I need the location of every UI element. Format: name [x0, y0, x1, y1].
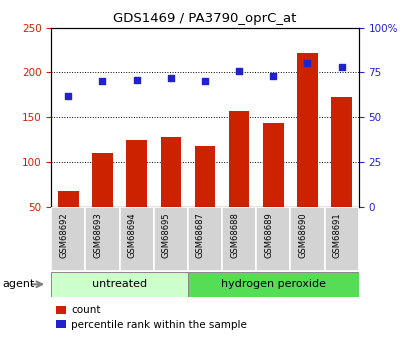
Bar [119, 207, 153, 271]
Bar [92, 153, 112, 252]
Text: GSM68688: GSM68688 [229, 212, 238, 258]
Bar [187, 272, 358, 297]
Point [167, 75, 174, 81]
Bar [290, 207, 324, 271]
Text: GSM68693: GSM68693 [93, 212, 102, 258]
Point [65, 93, 72, 99]
Text: GSM68689: GSM68689 [264, 212, 273, 258]
Bar [263, 123, 283, 252]
Bar [187, 207, 222, 271]
Point [303, 61, 310, 66]
Bar [51, 272, 187, 297]
Bar [256, 207, 290, 271]
Text: GSM68692: GSM68692 [59, 212, 68, 258]
Text: hydrogen peroxide: hydrogen peroxide [220, 279, 325, 289]
Bar [330, 97, 351, 252]
Legend: count, percentile rank within the sample: count, percentile rank within the sample [56, 305, 246, 329]
Bar [126, 140, 146, 252]
Point [270, 73, 276, 79]
Point [235, 68, 242, 73]
Bar [194, 146, 215, 252]
Bar [324, 207, 358, 271]
Bar [160, 137, 181, 252]
Text: untreated: untreated [92, 279, 147, 289]
Bar [85, 207, 119, 271]
Bar [58, 191, 79, 252]
Text: GDS1469 / PA3790_oprC_at: GDS1469 / PA3790_oprC_at [113, 12, 296, 25]
Bar [297, 53, 317, 252]
Point [337, 64, 344, 70]
Point [201, 79, 208, 84]
Bar [228, 111, 249, 252]
Text: GSM68694: GSM68694 [127, 212, 136, 258]
Text: GSM68691: GSM68691 [332, 212, 341, 258]
Point [99, 79, 106, 84]
Bar [51, 207, 85, 271]
Text: GSM68695: GSM68695 [162, 212, 171, 258]
Point [133, 77, 139, 82]
Bar [153, 207, 187, 271]
Text: agent: agent [2, 279, 34, 289]
Text: GSM68690: GSM68690 [298, 212, 307, 258]
Bar [222, 207, 256, 271]
Text: GSM68687: GSM68687 [196, 212, 204, 258]
